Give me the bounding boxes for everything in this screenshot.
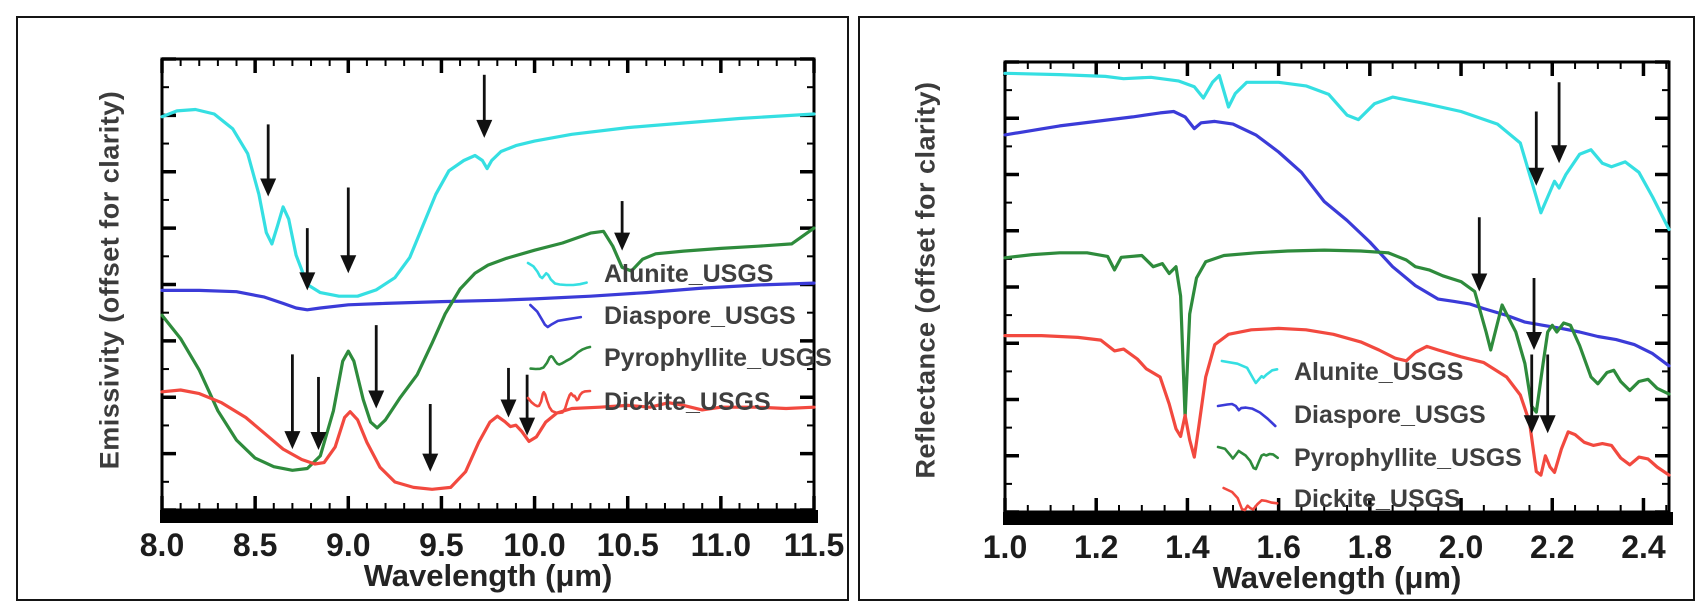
feature-arrow — [284, 354, 301, 450]
feature-arrow — [614, 201, 631, 251]
pyrophyllite-curve-swatch-icon — [529, 345, 592, 371]
x-axis-title: Wavelength (μm) — [1212, 560, 1462, 595]
legend-item-pyrophyllite: Pyrophyllite_USGS — [526, 342, 832, 374]
x-axis-bar — [1003, 512, 1673, 525]
feature-arrow — [260, 124, 277, 197]
spectra-svg-0 — [160, 57, 818, 523]
x-tick-label: 11.5 — [783, 527, 845, 563]
y-axis-title: Reflectance (offset for clarity) — [910, 81, 941, 479]
x-tick-label: 9.5 — [419, 527, 464, 563]
legend-item-dickite: Dickite_USGS — [526, 386, 771, 418]
x-tick-label: 1.8 — [1347, 529, 1393, 565]
dickite-curve-swatch-icon — [526, 389, 592, 415]
legend-item-diaspore: Diaspore_USGS — [1216, 399, 1486, 431]
diaspore-curve-swatch-icon — [529, 303, 583, 329]
legend-item-pyrophyllite: Pyrophyllite_USGS — [1216, 442, 1522, 474]
pyrophyllite-spectrum-curve — [160, 226, 816, 472]
feature-arrow — [310, 376, 327, 451]
alunite-spectrum-curve — [160, 107, 816, 298]
y-axis-title: Emissivity (offset for clarity) — [94, 90, 125, 470]
feature-arrow — [1523, 354, 1540, 434]
legend-label: Diaspore_USGS — [604, 301, 796, 330]
diaspore-spectrum-curve — [1003, 109, 1671, 368]
x-tick-label: 2.4 — [1621, 529, 1666, 565]
feature-arrow — [340, 187, 357, 274]
x-tick-label: 1.0 — [982, 529, 1028, 565]
legend-label: Alunite_USGS — [1294, 357, 1464, 386]
legend-label: Pyrophyllite_USGS — [604, 343, 832, 372]
feature-arrow — [368, 325, 385, 409]
feature-arrow — [1539, 354, 1556, 434]
feature-arrow — [1551, 82, 1568, 164]
feature-arrow — [476, 74, 493, 138]
legend-label: Dickite_USGS — [604, 387, 771, 416]
legend-label: Diaspore_USGS — [1294, 400, 1486, 429]
emissivity-panel: Emissivity (offset for clarity) 8.0 8.5 9.… — [16, 16, 849, 601]
x-tick-label: 9.0 — [326, 527, 371, 563]
x-tick-label: 8.0 — [139, 527, 185, 563]
legend-label: Alunite_USGS — [604, 259, 774, 288]
feature-arrow — [422, 404, 439, 472]
alunite-curve-swatch-icon — [1220, 359, 1279, 385]
legend-label: Pyrophyllite_USGS — [1294, 443, 1522, 472]
feature-arrow — [1471, 217, 1488, 292]
legend-item-alunite: Alunite_USGS — [1216, 356, 1463, 388]
diaspore-curve-swatch-icon — [1216, 402, 1277, 428]
feature-arrow — [1526, 278, 1543, 350]
legend-item-alunite: Alunite_USGS — [526, 258, 773, 290]
x-tick-label: 1.2 — [1073, 529, 1119, 565]
x-tick-label: 2.2 — [1530, 529, 1575, 565]
x-tick-label: 1.4 — [1165, 529, 1210, 565]
dickite-curve-swatch-icon — [1222, 486, 1279, 512]
x-tick-label: 10.5 — [596, 527, 659, 563]
dickite-spectrum-curve — [1003, 326, 1671, 477]
reflectance-panel: Reflectance (offset for clarity) 1.0 1.2 1… — [858, 16, 1695, 601]
x-tick-label: 11.0 — [690, 527, 752, 563]
legend-label: Dickite_USGS — [1294, 484, 1461, 513]
feature-arrow — [500, 367, 517, 418]
alunite-curve-swatch-icon — [526, 261, 588, 287]
feature-arrow — [299, 228, 316, 291]
x-tick-label: 8.5 — [232, 527, 278, 563]
pyrophyllite-spectrum-curve — [1003, 248, 1671, 420]
alunite-spectrum-curve — [1003, 71, 1671, 231]
x-tick-label: 1.6 — [1256, 529, 1301, 565]
x-tick-label: 10.0 — [503, 527, 566, 563]
pyrophyllite-curve-swatch-icon — [1216, 445, 1279, 471]
diaspore-spectrum-curve — [160, 281, 816, 312]
dickite-spectrum-curve — [160, 388, 816, 491]
legend-item-diaspore: Diaspore_USGS — [526, 300, 796, 332]
x-tick-label: 2.0 — [1438, 529, 1484, 565]
spectra-svg-1 — [1003, 60, 1673, 525]
x-axis-bar — [160, 510, 818, 523]
feature-arrow — [1528, 111, 1545, 186]
legend-item-dickite: Dickite_USGS — [1216, 483, 1461, 515]
x-axis-title: Wavelength (μm) — [363, 558, 613, 593]
